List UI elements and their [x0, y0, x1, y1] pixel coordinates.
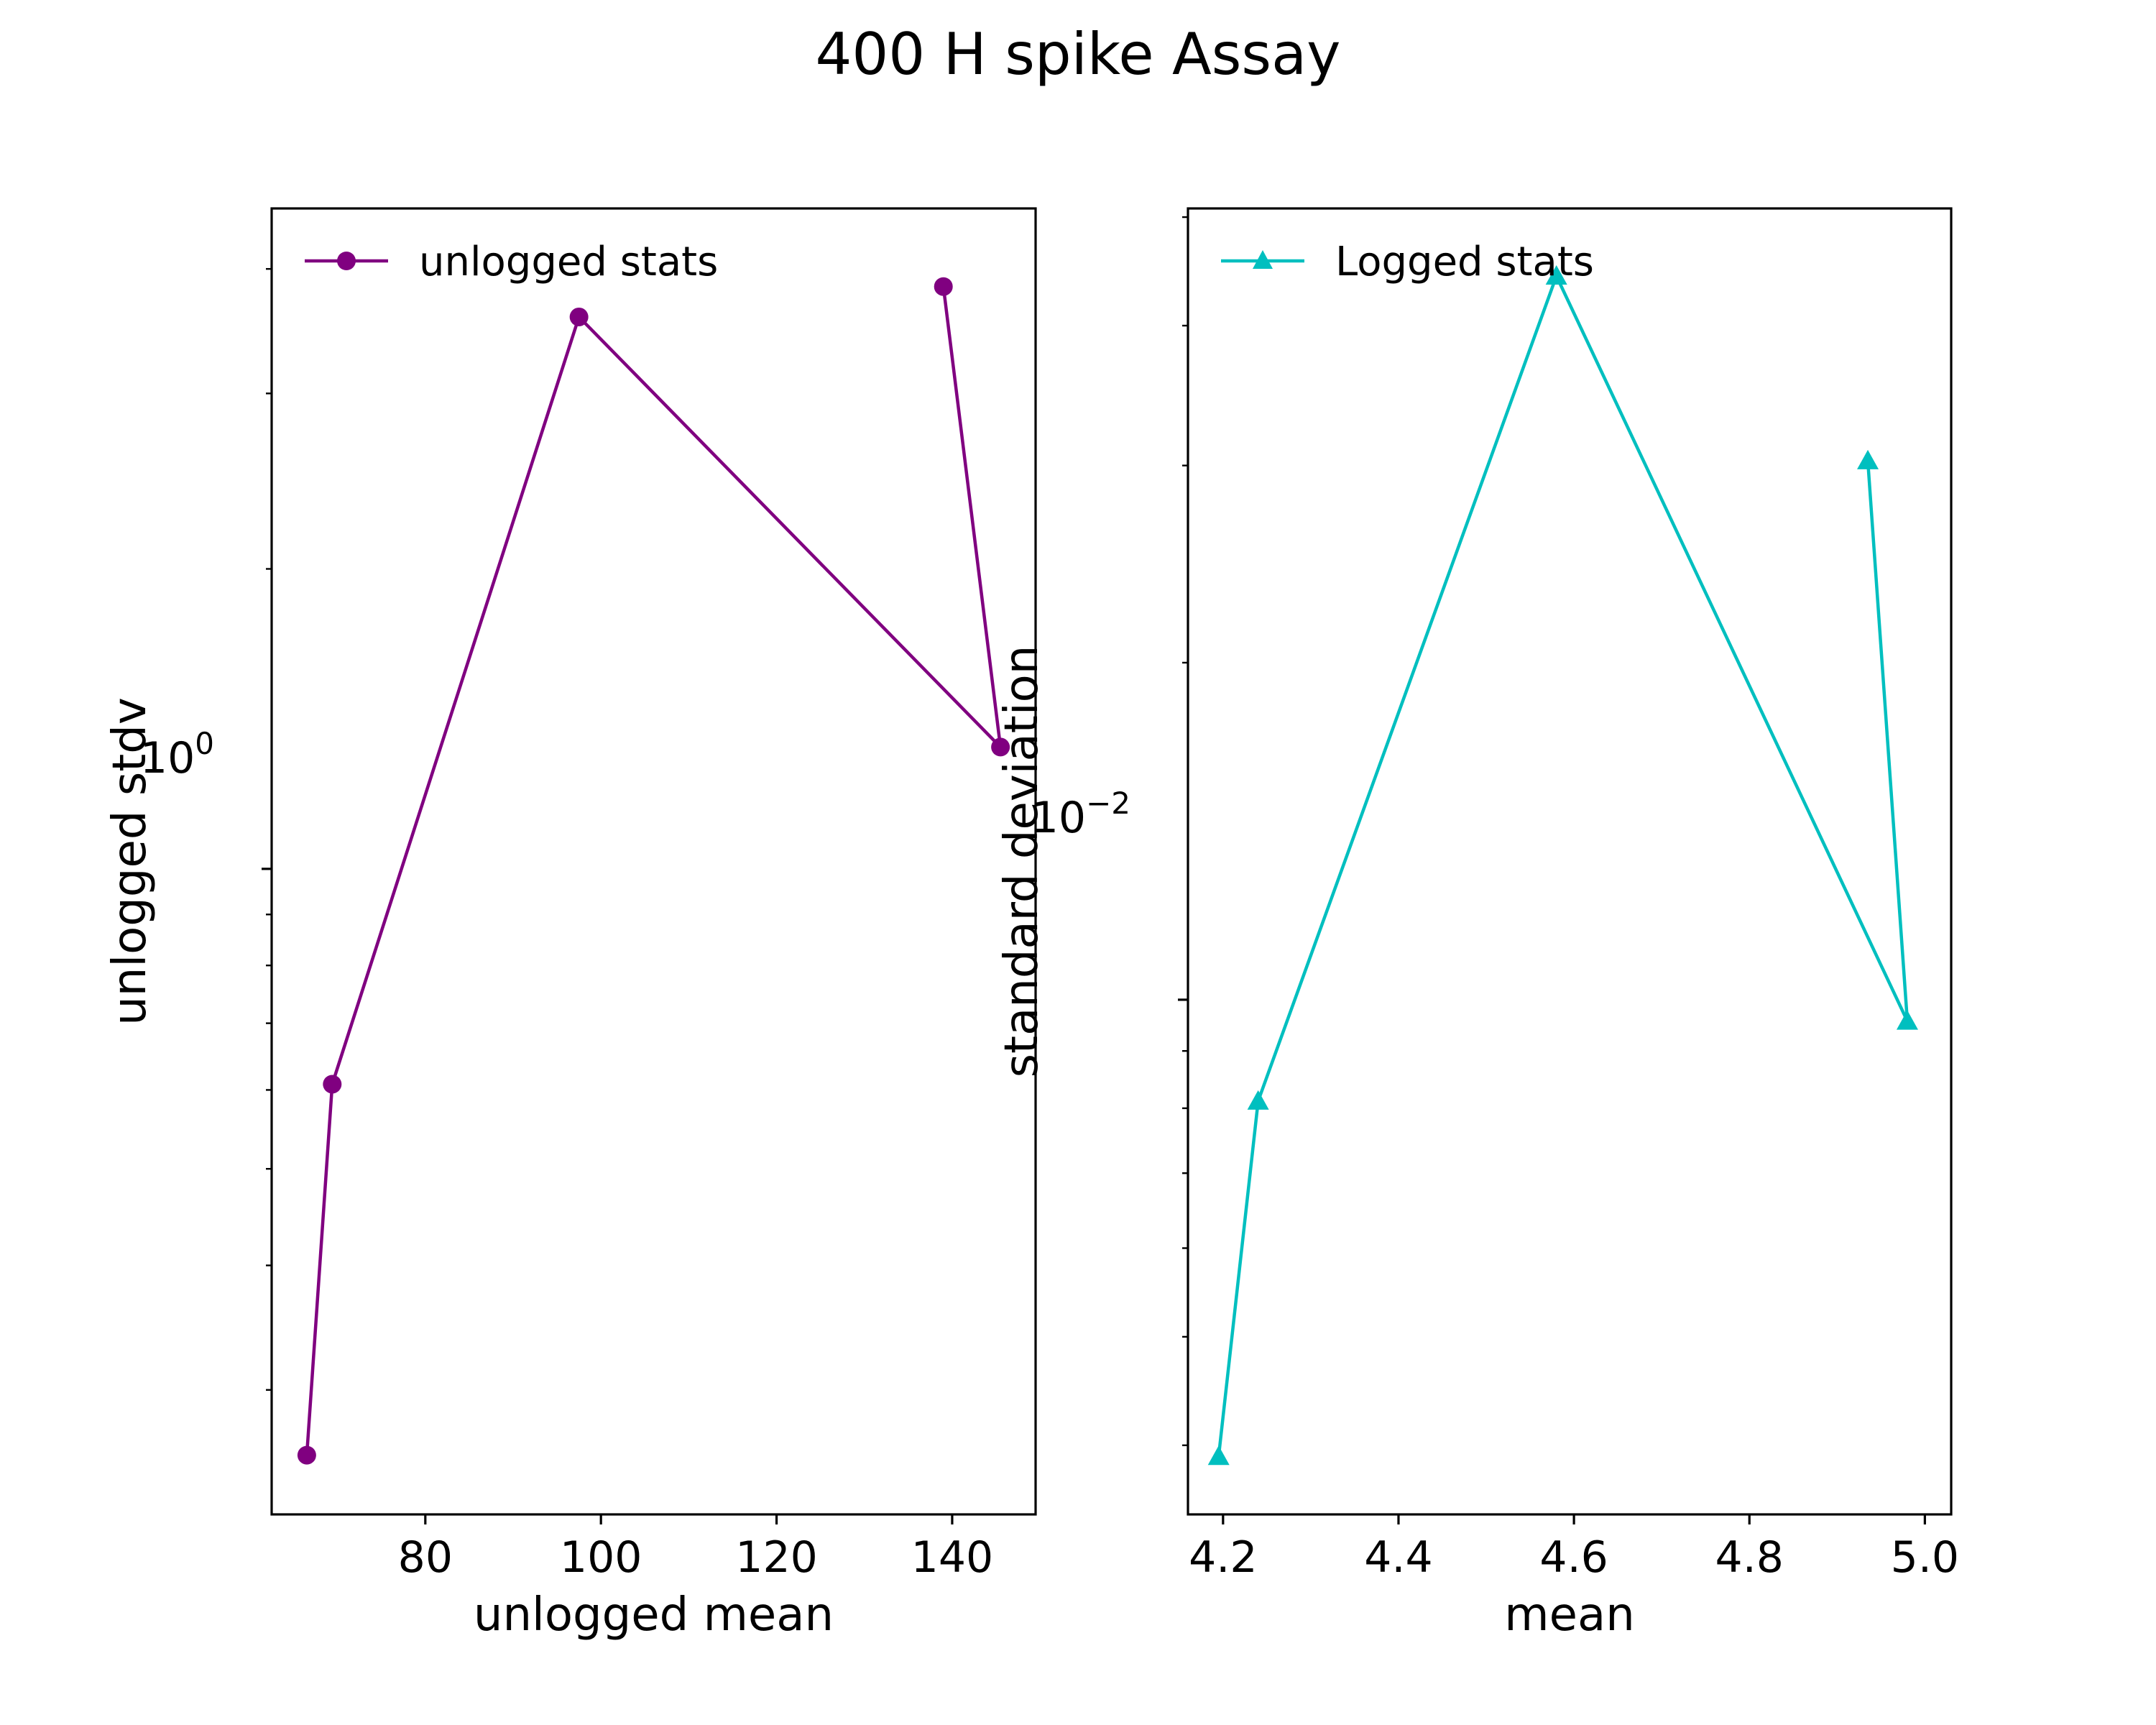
right-data-point — [1247, 1090, 1269, 1110]
right-x-axis-label: mean — [1504, 1588, 1635, 1642]
right-x-tick-label: 4.8 — [1715, 1532, 1784, 1583]
right-y-axis-label: standard deviation — [995, 645, 1049, 1078]
left-y-tick-exponent: 0 — [195, 726, 214, 761]
right-data-point — [1207, 1445, 1230, 1466]
right-data-point — [1857, 449, 1879, 469]
right-plot-panel: mean standard deviation 10−2 4.2 4.4 4.6 4.… — [995, 207, 1959, 1642]
right-data-point — [1545, 264, 1567, 285]
svg-text:10−2: 10−2 — [1031, 786, 1130, 843]
left-data-point — [991, 737, 1010, 757]
left-data-point — [934, 277, 953, 296]
left-plot-frame — [270, 207, 1037, 1516]
left-data-point — [569, 307, 589, 326]
left-legend-marker — [337, 252, 356, 270]
left-y-axis-label: unlogged stdv — [103, 697, 157, 1026]
right-legend-marker — [1253, 250, 1273, 269]
right-legend-label: Logged stats — [1335, 239, 1594, 285]
right-legend: Logged stats — [1221, 239, 1594, 285]
left-x-tick-label: 100 — [560, 1532, 642, 1583]
left-data-point — [323, 1075, 342, 1094]
right-x-tick-label: 4.2 — [1189, 1532, 1257, 1583]
left-y-tick-label: 100 — [140, 726, 214, 783]
svg-text:100: 100 — [140, 726, 214, 783]
right-plot-frame — [1187, 207, 1953, 1516]
left-legend: unlogged stats — [305, 239, 718, 285]
left-data-point — [297, 1445, 316, 1465]
right-x-tick-label: 5.0 — [1891, 1532, 1959, 1583]
right-x-tick-label: 4.4 — [1364, 1532, 1432, 1583]
right-y-tick-label: 10−2 — [1031, 786, 1130, 843]
right-y-tick-base: 10 — [1031, 793, 1086, 843]
left-legend-label: unlogged stats — [419, 239, 718, 285]
right-y-tick-exponent: −2 — [1086, 786, 1130, 821]
left-x-tick-label: 120 — [735, 1532, 818, 1583]
figure-title: 400 H spike Assay — [816, 21, 1341, 88]
right-data-point — [1896, 1010, 1918, 1030]
left-series-line — [305, 286, 1003, 1455]
left-x-tick-label: 80 — [398, 1532, 453, 1583]
right-series-line — [1217, 274, 1909, 1457]
left-plot-panel: unlogged mean unlogged stdv 100 80 100 120… — [103, 207, 1037, 1642]
left-y-tick-base: 10 — [140, 733, 195, 783]
right-x-tick-label: 4.6 — [1539, 1532, 1608, 1583]
left-x-tick-label: 140 — [911, 1532, 994, 1583]
left-x-axis-label: unlogged mean — [474, 1588, 834, 1642]
